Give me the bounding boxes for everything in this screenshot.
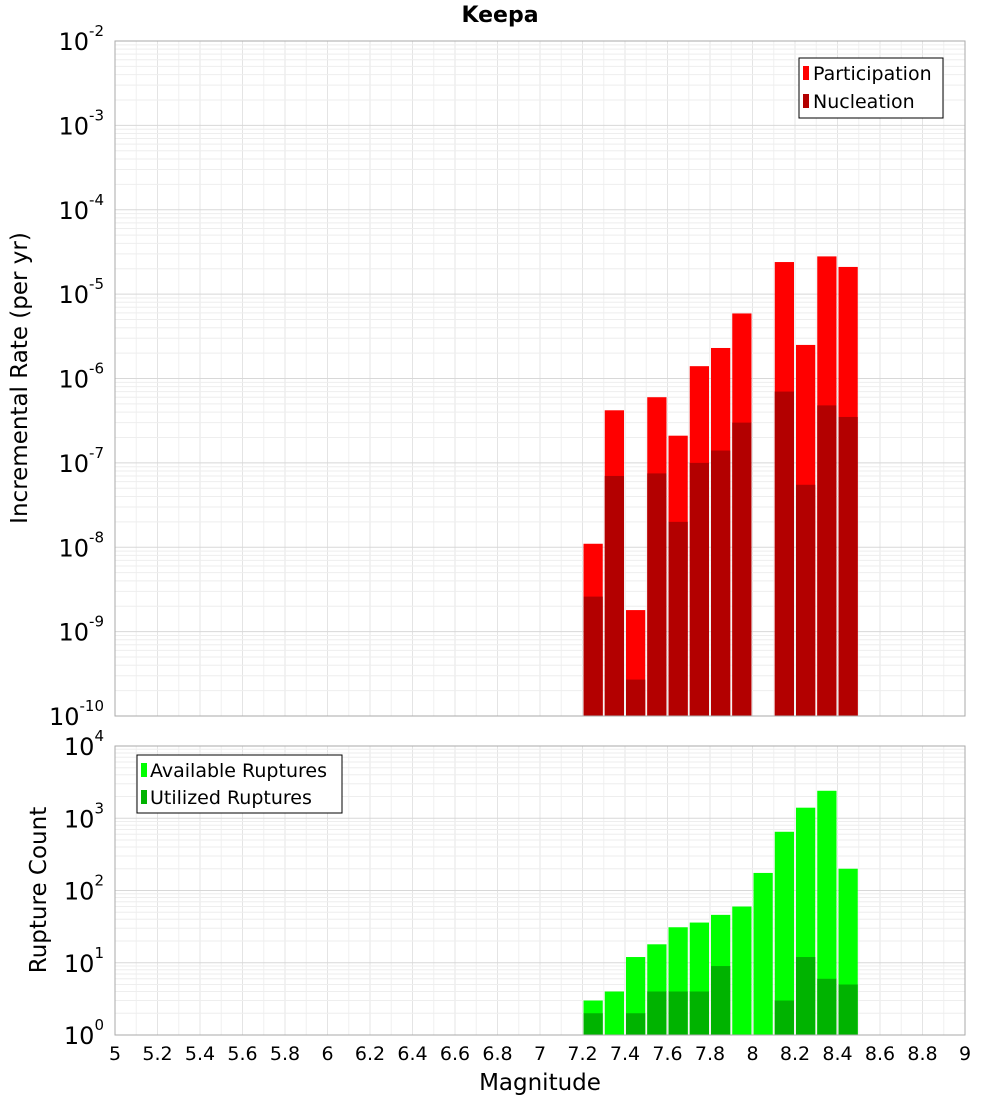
x-tick-label: 8.2 (780, 1043, 810, 1065)
nucleation-legend-swatch (803, 94, 809, 108)
top-y-tick-label: 10-4 (58, 191, 104, 225)
bottom-y-tick-label: 100 (64, 1016, 104, 1050)
top-panel: 10-10 10-9 10-8 10-7 10-6 10-5 10-4 10-3 10-2 In… (7, 22, 966, 731)
bottom-bar-available-ruptures (732, 906, 752, 1035)
x-tick-label: 8.6 (865, 1043, 895, 1065)
x-tick-label: 5.6 (227, 1043, 257, 1065)
top-bars (583, 256, 858, 716)
top-y-axis-label: Incremental Rate (per yr) (7, 232, 33, 524)
top-grid (114, 41, 966, 717)
bottom-bar-utilized-ruptures (838, 984, 858, 1035)
top-bar-nucleation (647, 473, 667, 716)
bottom-bar-available-ruptures (604, 991, 624, 1035)
top-y-ticks: 10-10 10-9 10-8 10-7 10-6 10-5 10-4 10-3 10-2 (49, 22, 104, 731)
top-bar-nucleation (604, 475, 624, 716)
top-y-tick-label: 10-7 (58, 444, 104, 478)
participation-legend-swatch (803, 66, 809, 80)
x-tick-label: 7.2 (567, 1043, 597, 1065)
x-tick-label: 5.8 (270, 1043, 300, 1065)
x-tick-label: 8.4 (822, 1043, 852, 1065)
bottom-y-ticks: 100 101 102 103 104 (64, 727, 104, 1050)
bottom-legend: Available Ruptures Utilized Ruptures (136, 754, 343, 814)
bottom-panel: 100 101 102 103 104 Rupture Count Available … (26, 727, 971, 1096)
bottom-y-tick-label: 103 (64, 799, 104, 833)
x-tick-label: 5.4 (185, 1043, 215, 1065)
bottom-bar-available-ruptures (753, 872, 773, 1035)
top-plot-border (114, 40, 966, 717)
top-y-tick-label: 10-9 (58, 613, 104, 647)
x-tick-label: 5 (109, 1043, 121, 1065)
x-tick-label: 7.8 (695, 1043, 725, 1065)
utilized-legend-swatch (141, 790, 147, 804)
bottom-bar-available-ruptures (774, 831, 794, 1035)
bottom-bars (583, 790, 858, 1035)
x-tick-label: 6.8 (482, 1043, 512, 1065)
top-y-tick-label: 10-5 (58, 275, 104, 309)
bottom-bar-utilized-ruptures (711, 966, 731, 1035)
top-legend-box (798, 57, 944, 119)
x-tick-label: 6 (321, 1043, 333, 1065)
top-bar-nucleation (689, 462, 709, 716)
x-tick-label: 9 (959, 1043, 971, 1065)
x-tick-label: 6.2 (355, 1043, 385, 1065)
top-bar-nucleation (838, 416, 858, 716)
bottom-bar-utilized-ruptures (626, 1013, 646, 1035)
bottom-legend-box (136, 754, 343, 814)
top-y-tick-label: 10-6 (58, 360, 104, 394)
bottom-bar-available-ruptures (817, 790, 837, 1035)
utilized-legend-label: Utilized Ruptures (150, 787, 312, 809)
x-axis-label: Magnitude (479, 1070, 601, 1096)
x-ticks: 5 5.2 5.4 5.6 5.8 6 6.2 6.4 6.6 6.8 7 7.2 7.4 7.6 7.8 8… (109, 1043, 971, 1065)
top-y-tick-label: 10-8 (58, 528, 104, 562)
top-bar-nucleation (626, 679, 646, 716)
x-tick-label: 7.4 (610, 1043, 640, 1065)
bottom-y-tick-label: 104 (64, 727, 104, 761)
top-bar-nucleation (732, 422, 752, 716)
bottom-bar-utilized-ruptures (774, 1000, 794, 1035)
top-bar-nucleation (774, 391, 794, 716)
bottom-plot-border (114, 745, 966, 1036)
bottom-bar-utilized-ruptures (647, 991, 667, 1035)
top-bar-nucleation (817, 405, 837, 716)
x-tick-label: 6.4 (397, 1043, 427, 1065)
x-tick-label: 8 (746, 1043, 758, 1065)
participation-legend-label: Participation (813, 63, 932, 85)
bottom-y-tick-label: 102 (64, 872, 104, 906)
bottom-y-axis-label: Rupture Count (26, 807, 52, 973)
bottom-bar-utilized-ruptures (583, 1013, 603, 1035)
top-y-tick-label: 10-2 (58, 22, 104, 56)
nucleation-legend-label: Nucleation (813, 91, 915, 113)
bottom-bar-utilized-ruptures (817, 978, 837, 1035)
top-bar-nucleation (711, 450, 731, 716)
top-bar-nucleation (583, 596, 603, 716)
x-tick-label: 8.8 (907, 1043, 937, 1065)
top-y-tick-label: 10-10 (49, 697, 104, 731)
x-tick-label: 6.6 (440, 1043, 470, 1065)
chart-title: Keepa (461, 3, 538, 28)
top-bar-nucleation (796, 484, 816, 716)
top-y-tick-label: 10-3 (58, 106, 104, 140)
x-tick-label: 7 (534, 1043, 546, 1065)
bottom-bar-utilized-ruptures (796, 957, 816, 1035)
available-legend-swatch (141, 763, 147, 777)
available-legend-label: Available Ruptures (150, 760, 327, 782)
bottom-bar-utilized-ruptures (689, 991, 709, 1035)
bottom-bar-utilized-ruptures (668, 991, 688, 1035)
x-tick-label: 5.2 (142, 1043, 172, 1065)
top-bar-nucleation (668, 521, 688, 716)
top-legend: Participation Nucleation (798, 57, 944, 119)
bottom-y-tick-label: 101 (64, 944, 104, 978)
x-tick-label: 7.6 (652, 1043, 682, 1065)
